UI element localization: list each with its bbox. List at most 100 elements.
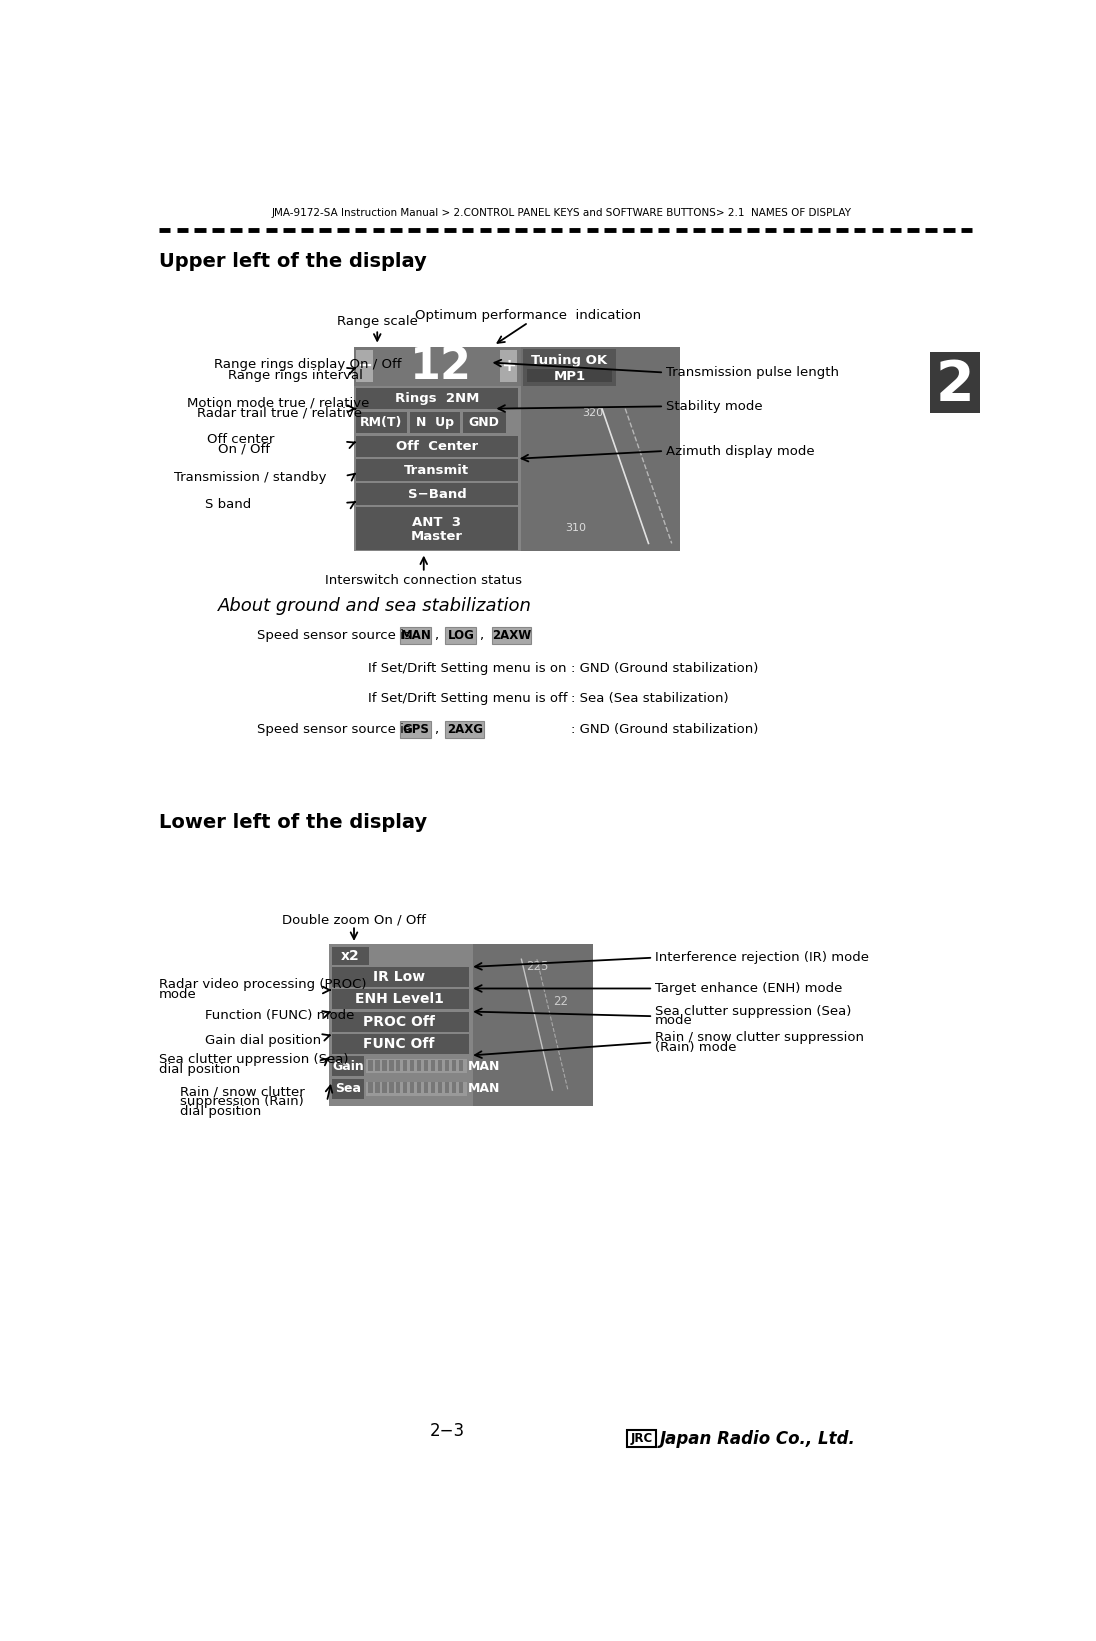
Text: Range scale: Range scale — [336, 315, 418, 328]
Text: JRC: JRC — [630, 1433, 652, 1446]
Bar — [523, 350, 616, 386]
Text: Speed sensor source is: Speed sensor source is — [258, 724, 411, 737]
Text: MP1: MP1 — [553, 369, 585, 382]
Bar — [331, 990, 469, 1009]
Text: MAN: MAN — [468, 1081, 501, 1095]
Text: About ground and sea stabilization: About ground and sea stabilization — [218, 597, 533, 615]
Text: Rain / snow clutter: Rain / snow clutter — [180, 1085, 305, 1098]
Bar — [627, 1429, 657, 1447]
Bar — [492, 627, 530, 645]
Bar — [366, 1081, 467, 1096]
Bar — [521, 346, 680, 551]
Text: Interswitch connection status: Interswitch connection status — [326, 574, 523, 587]
Text: S−Band: S−Band — [408, 487, 466, 501]
Text: Sea clutter uppression (Sea): Sea clutter uppression (Sea) — [159, 1054, 349, 1065]
Text: S band: S band — [205, 499, 251, 512]
Text: Motion mode true / relative: Motion mode true / relative — [187, 397, 369, 410]
Bar — [431, 1083, 435, 1093]
Bar — [396, 1083, 400, 1093]
Bar — [431, 1060, 435, 1072]
Text: Tuning OK: Tuning OK — [532, 354, 607, 366]
Text: Function (FUNC) mode: Function (FUNC) mode — [205, 1009, 355, 1022]
Bar — [331, 1034, 469, 1054]
Text: Off center: Off center — [207, 433, 274, 446]
Text: mode: mode — [159, 988, 196, 1001]
Bar — [368, 1083, 373, 1093]
Text: FUNC Off: FUNC Off — [363, 1037, 435, 1050]
Bar — [527, 369, 612, 382]
Bar — [356, 412, 407, 433]
Text: : GND (Ground stabilization): : GND (Ground stabilization) — [571, 661, 758, 674]
Text: Range rings display On / Off: Range rings display On / Off — [215, 358, 402, 371]
Bar — [331, 967, 469, 986]
Text: x2: x2 — [341, 948, 359, 963]
Bar — [410, 1060, 414, 1072]
Bar — [356, 507, 518, 550]
Bar — [331, 1078, 364, 1098]
Text: MAN: MAN — [468, 1060, 501, 1073]
Text: GPS: GPS — [402, 724, 430, 737]
Bar — [403, 1083, 408, 1093]
Text: Radar video processing (PROC): Radar video processing (PROC) — [159, 978, 366, 991]
Text: : GND (Ground stabilization): : GND (Ground stabilization) — [571, 724, 758, 737]
Text: JMA-9172-SA Instruction Manual > 2.CONTROL PANEL KEYS and SOFTWARE BUTTONS> 2.1 : JMA-9172-SA Instruction Manual > 2.CONTR… — [272, 208, 852, 218]
Text: PROC Off: PROC Off — [363, 1014, 435, 1029]
Text: Stability mode: Stability mode — [665, 400, 762, 414]
Bar — [403, 1060, 408, 1072]
Bar — [445, 1060, 449, 1072]
Bar — [356, 350, 374, 382]
Text: Double zoom On / Off: Double zoom On / Off — [282, 914, 426, 927]
Bar — [366, 1060, 467, 1073]
Bar — [331, 947, 368, 965]
Bar — [375, 1060, 379, 1072]
Text: If Set/Drift Setting menu is off: If Set/Drift Setting menu is off — [368, 693, 568, 706]
Bar — [437, 1083, 443, 1093]
Text: Azimuth display mode: Azimuth display mode — [665, 445, 814, 458]
Bar — [356, 435, 518, 458]
Bar — [356, 387, 518, 410]
Bar — [445, 722, 484, 738]
Bar — [356, 484, 518, 505]
Text: Master: Master — [411, 530, 463, 543]
Bar — [400, 722, 432, 738]
Text: Optimum performance  indication: Optimum performance indication — [415, 309, 641, 322]
Bar — [458, 1060, 464, 1072]
Text: If Set/Drift Setting menu is on: If Set/Drift Setting menu is on — [368, 661, 567, 674]
Text: 225: 225 — [526, 960, 548, 973]
Text: Japan Radio Co., Ltd.: Japan Radio Co., Ltd. — [660, 1429, 856, 1447]
Bar — [458, 1083, 464, 1093]
Text: Gain: Gain — [332, 1060, 364, 1073]
Text: Range rings interval: Range rings interval — [228, 369, 364, 382]
Text: IR Low: IR Low — [373, 970, 425, 985]
Text: (Rain) mode: (Rain) mode — [654, 1040, 737, 1054]
Text: RM(T): RM(T) — [359, 417, 402, 428]
Text: : Sea (Sea stabilization): : Sea (Sea stabilization) — [571, 693, 729, 706]
Text: MAN: MAN — [400, 629, 432, 642]
Text: suppression (Rain): suppression (Rain) — [180, 1095, 304, 1108]
Bar — [354, 346, 680, 551]
Text: Off  Center: Off Center — [396, 440, 478, 453]
Bar — [389, 1083, 393, 1093]
Bar — [464, 412, 506, 433]
Text: Rain / snow clutter suppression: Rain / snow clutter suppression — [654, 1031, 864, 1044]
Text: 2: 2 — [935, 358, 974, 412]
Bar — [375, 1083, 379, 1093]
Bar — [389, 1060, 393, 1072]
Bar — [452, 1060, 456, 1072]
Text: 2−3: 2−3 — [430, 1423, 465, 1441]
Text: Transmission pulse length: Transmission pulse length — [665, 366, 838, 379]
Text: On / Off: On / Off — [218, 443, 271, 456]
Bar — [416, 1083, 422, 1093]
Text: 22: 22 — [552, 994, 568, 1008]
Text: Sea: Sea — [334, 1081, 361, 1095]
Text: dial position: dial position — [159, 1063, 240, 1076]
Bar — [410, 412, 460, 433]
Text: ,: , — [479, 629, 483, 642]
Bar — [452, 1083, 456, 1093]
Text: ,: , — [434, 724, 438, 737]
Text: Sea clutter suppression (Sea): Sea clutter suppression (Sea) — [654, 1004, 852, 1017]
Bar — [424, 1060, 429, 1072]
Bar — [368, 1060, 373, 1072]
Bar — [396, 1060, 400, 1072]
Text: Target enhance (ENH) mode: Target enhance (ENH) mode — [654, 981, 842, 994]
